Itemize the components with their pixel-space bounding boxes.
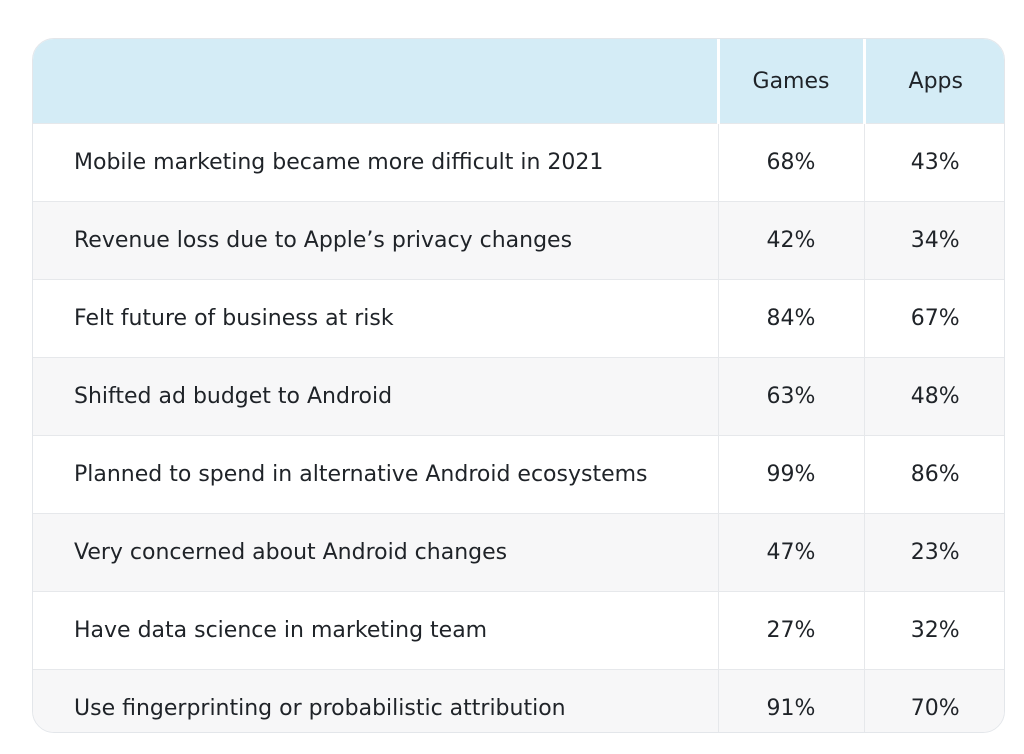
header-apps: Apps (864, 39, 1004, 124)
row-label: Planned to spend in alternative Android … (33, 435, 719, 514)
survey-results-table: Games Apps Mobile marketing became more … (32, 38, 1005, 733)
row-label: Mobile marketing became more difficult i… (33, 123, 719, 202)
games-value: 27% (718, 591, 865, 670)
row-label: Revenue loss due to Apple’s privacy chan… (33, 201, 719, 280)
games-value: 68% (718, 123, 865, 202)
table-row: Mobile marketing became more difficult i… (33, 123, 1004, 202)
row-label: Shifted ad budget to Android (33, 357, 719, 436)
results-table: Games Apps Mobile marketing became more … (33, 39, 1004, 732)
apps-value: 67% (864, 279, 1004, 358)
apps-value: 48% (864, 357, 1004, 436)
games-value: 47% (718, 513, 865, 592)
apps-value: 23% (864, 513, 1004, 592)
header-games: Games (718, 39, 866, 124)
header-row: Games Apps (33, 39, 1004, 124)
row-label: Very concerned about Android changes (33, 513, 719, 592)
games-value: 42% (718, 201, 865, 280)
apps-value: 43% (864, 123, 1004, 202)
games-value: 84% (718, 279, 865, 358)
table-row: Planned to spend in alternative Android … (33, 435, 1004, 514)
apps-value: 32% (864, 591, 1004, 670)
row-label: Use fingerprinting or probabilistic attr… (33, 669, 719, 732)
apps-value: 34% (864, 201, 1004, 280)
games-value: 99% (718, 435, 865, 514)
table-row: Felt future of business at risk 84% 67% (33, 279, 1004, 358)
header-label-cell (33, 39, 720, 124)
apps-value: 70% (864, 669, 1004, 732)
games-value: 63% (718, 357, 865, 436)
row-label: Felt future of business at risk (33, 279, 719, 358)
apps-value: 86% (864, 435, 1004, 514)
row-label: Have data science in marketing team (33, 591, 719, 670)
table-row: Shifted ad budget to Android 63% 48% (33, 357, 1004, 436)
table-row: Revenue loss due to Apple’s privacy chan… (33, 201, 1004, 280)
table-row: Have data science in marketing team 27% … (33, 591, 1004, 670)
table-row: Use fingerprinting or probabilistic attr… (33, 669, 1004, 732)
games-value: 91% (718, 669, 865, 732)
table-row: Very concerned about Android changes 47%… (33, 513, 1004, 592)
